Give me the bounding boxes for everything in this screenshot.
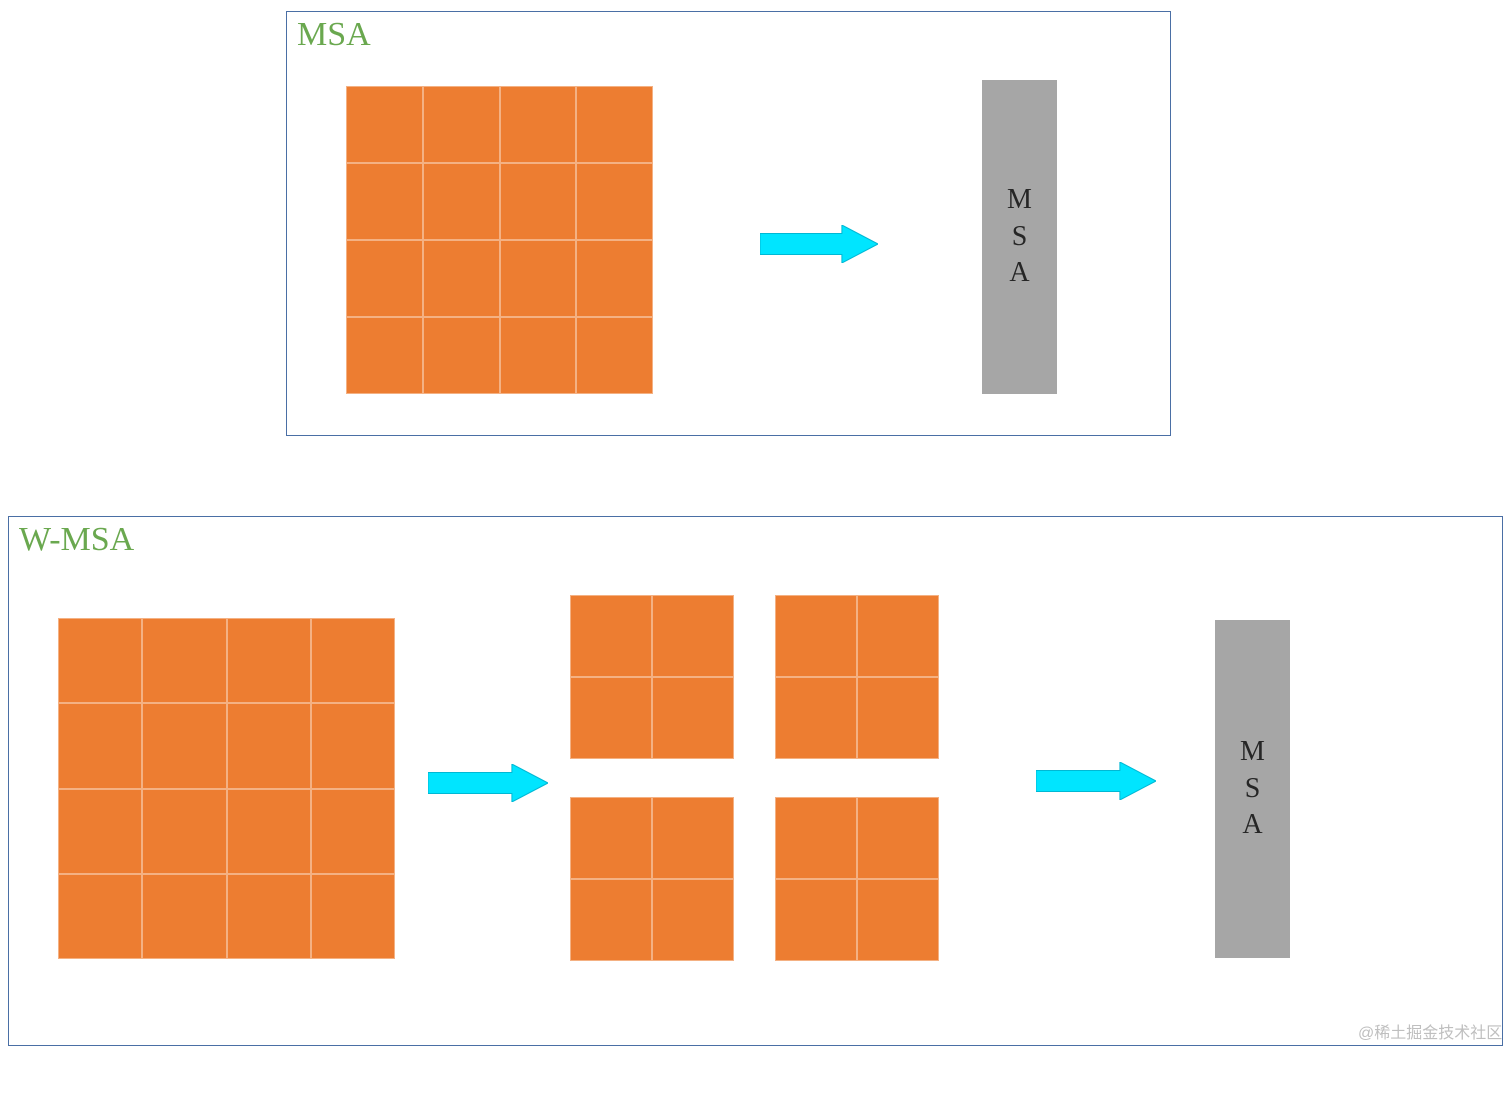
wmsa-window-grid-0 (570, 595, 734, 759)
wmsa-input-grid (58, 618, 395, 959)
wmsa-window-grid-2-cell (570, 879, 652, 961)
msa-block-letter: A (1009, 255, 1029, 291)
wmsa-window-grid-3-cell (775, 879, 857, 961)
wmsa-window-grid-3-cell (775, 797, 857, 879)
wmsa-input-grid-cell (142, 874, 226, 959)
msa-input-grid-cell (500, 86, 577, 163)
msa-input-grid-cell (346, 163, 423, 240)
wmsa-input-grid-cell (311, 703, 395, 788)
msa-input-grid-cell (576, 163, 653, 240)
msa-input-grid-cell (500, 240, 577, 317)
wmsa-input-grid-cell (227, 618, 311, 703)
watermark-text: @稀土掘金技术社区 (1358, 1019, 1502, 1043)
msa-arrow-icon (760, 225, 878, 263)
wmsa-input-grid-cell (142, 703, 226, 788)
wmsa-input-grid-cell (58, 874, 142, 959)
wmsa-input-grid-cell (58, 618, 142, 703)
wmsa-input-grid-cell (58, 789, 142, 874)
wmsa-window-grid-2-cell (652, 797, 734, 879)
wmsa-window-grid-0-cell (652, 677, 734, 759)
msa-input-grid-cell (423, 317, 500, 394)
wmsa-input-grid-cell (58, 703, 142, 788)
wmsa-input-grid-cell (227, 703, 311, 788)
wmsa-input-grid-cell (227, 789, 311, 874)
msa-block-letter: S (1012, 219, 1028, 255)
wmsa-window-grid-3-cell (857, 879, 939, 961)
wmsa-msa-block-letter: S (1245, 771, 1261, 807)
wmsa-input-grid-cell (311, 789, 395, 874)
msa-block: MSA (982, 80, 1057, 394)
msa-input-grid-cell (346, 317, 423, 394)
msa-input-grid-cell (346, 86, 423, 163)
msa-input-grid-cell (500, 163, 577, 240)
wmsa-window-grid-0-cell (570, 595, 652, 677)
wmsa-window-grid-0-cell (652, 595, 734, 677)
msa-panel-title: MSA (297, 16, 371, 54)
wmsa-window-grid-1-cell (857, 595, 939, 677)
wmsa-input-grid-cell (227, 874, 311, 959)
wmsa-window-grid-2-cell (652, 879, 734, 961)
wmsa-input-grid-cell (142, 618, 226, 703)
msa-input-grid-cell (500, 317, 577, 394)
msa-input-grid-cell (346, 240, 423, 317)
wmsa-window-grid-3-cell (857, 797, 939, 879)
wmsa-window-grid-2 (570, 797, 734, 961)
wmsa-window-grid-2-cell (570, 797, 652, 879)
wmsa-window-grid-1 (775, 595, 939, 759)
msa-input-grid-cell (576, 86, 653, 163)
wmsa-window-grid-3 (775, 797, 939, 961)
wmsa-window-grid-1-cell (775, 595, 857, 677)
msa-input-grid (346, 86, 653, 394)
wmsa-msa-block: MSA (1215, 620, 1290, 958)
wmsa-window-grid-1-cell (775, 677, 857, 759)
wmsa-msa-block-letter: A (1242, 807, 1262, 843)
wmsa-input-grid-cell (142, 789, 226, 874)
wmsa-arrow2-icon (1036, 762, 1156, 800)
wmsa-window-grid-0-cell (570, 677, 652, 759)
msa-input-grid-cell (576, 317, 653, 394)
msa-input-grid-cell (423, 240, 500, 317)
wmsa-window-grid-1-cell (857, 677, 939, 759)
msa-block-letter: M (1007, 182, 1032, 218)
wmsa-input-grid-cell (311, 874, 395, 959)
wmsa-panel-title: W-MSA (19, 521, 134, 559)
wmsa-msa-block-letter: M (1240, 734, 1265, 770)
msa-input-grid-cell (423, 86, 500, 163)
msa-input-grid-cell (423, 163, 500, 240)
msa-input-grid-cell (576, 240, 653, 317)
wmsa-arrow1-icon (428, 764, 548, 802)
wmsa-input-grid-cell (311, 618, 395, 703)
